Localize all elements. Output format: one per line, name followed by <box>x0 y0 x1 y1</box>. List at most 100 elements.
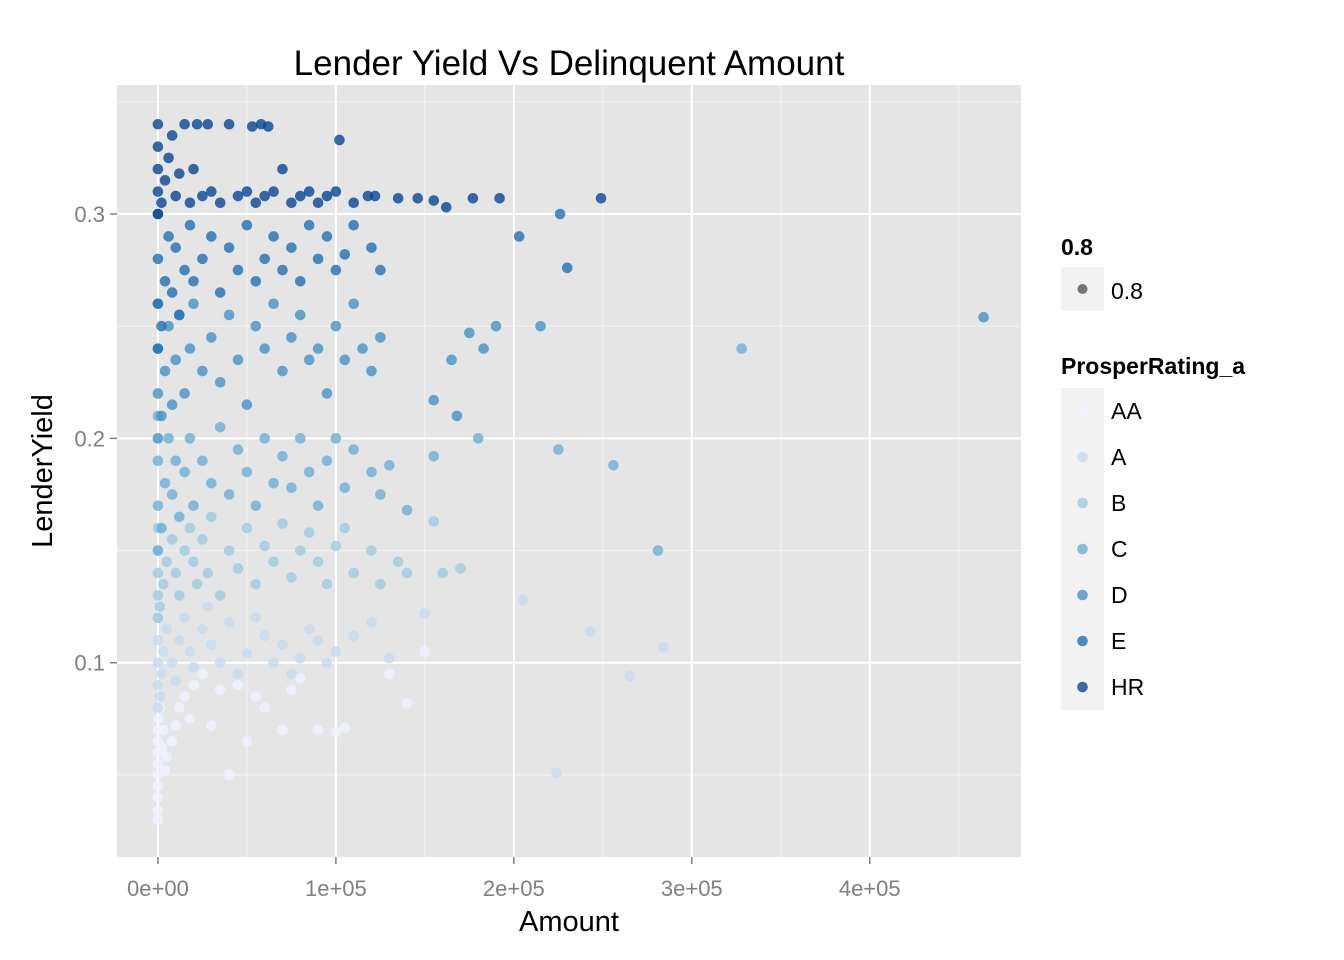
data-point-e <box>294 276 306 287</box>
data-point-aa <box>152 814 164 826</box>
color-legend-title: ProsperRating_a <box>1061 353 1245 379</box>
data-point-hr <box>152 141 164 152</box>
data-point-c <box>170 455 182 467</box>
data-point-e <box>286 242 297 253</box>
data-point-aa <box>184 713 196 725</box>
data-point-a <box>206 639 217 651</box>
legend-label: C <box>1111 536 1128 562</box>
legend-label: D <box>1111 582 1128 608</box>
data-point-aa <box>179 691 190 702</box>
data-point-b <box>191 578 203 590</box>
data-point-d <box>152 388 164 399</box>
data-point-e <box>170 242 182 253</box>
data-point-e <box>206 231 217 242</box>
y-axis-label: LenderYield <box>27 394 59 548</box>
data-point-b <box>202 567 214 579</box>
data-point-a <box>259 630 271 642</box>
data-point-e <box>513 231 525 242</box>
data-point-hr <box>494 192 505 204</box>
data-point-c <box>401 504 413 516</box>
data-point-d <box>159 365 171 377</box>
data-point-a <box>223 617 235 628</box>
data-point-hr <box>369 190 381 202</box>
data-point-c <box>321 455 333 467</box>
data-point-hr <box>159 175 171 186</box>
data-point-hr <box>303 186 315 197</box>
data-point-b <box>214 590 226 601</box>
data-point-e <box>156 320 167 332</box>
data-point-b <box>173 590 185 601</box>
data-point-a <box>188 661 199 673</box>
data-point-b <box>437 567 448 579</box>
data-point-d <box>268 298 279 310</box>
data-point-d <box>312 343 324 354</box>
data-point-b <box>330 540 342 552</box>
data-point-b <box>401 567 413 579</box>
data-point-aa <box>170 720 182 731</box>
data-point-hr <box>197 190 208 202</box>
data-point-hr <box>246 121 258 132</box>
data-point-c <box>277 451 288 462</box>
data-point-b <box>277 518 288 529</box>
data-point-hr <box>241 186 253 197</box>
data-point-c <box>159 477 171 489</box>
y-tick-label: 0.3 <box>74 202 105 227</box>
chart-title: Lender Yield Vs Delinquent Amount <box>294 44 845 83</box>
data-point-b <box>286 572 297 583</box>
data-point-aa <box>286 684 297 695</box>
alpha-legend-title: 0.8 <box>1061 234 1093 260</box>
legend-key-dot <box>1077 635 1088 647</box>
data-point-hr <box>262 121 274 132</box>
data-point-hr <box>268 186 279 197</box>
x-axis-label: Amount <box>519 906 619 938</box>
legend-key-dot <box>1077 543 1088 555</box>
data-point-b <box>206 511 217 523</box>
data-point-c <box>472 433 484 444</box>
data-point-aa <box>206 720 217 731</box>
data-point-c <box>152 500 164 511</box>
data-point-d <box>232 354 244 366</box>
data-point-hr <box>202 118 214 130</box>
data-point-e <box>312 253 324 265</box>
legend-label: HR <box>1111 674 1144 700</box>
data-point-hr <box>214 197 226 209</box>
data-point-c <box>232 444 244 455</box>
data-point-d <box>170 354 182 366</box>
data-point-d <box>277 365 288 377</box>
data-point-e <box>330 264 342 276</box>
data-point-hr <box>467 192 479 204</box>
data-point-d <box>286 332 297 343</box>
data-point-a <box>277 639 288 651</box>
data-point-e <box>184 219 196 231</box>
data-point-d <box>330 320 342 332</box>
legend-label: A <box>1111 444 1127 470</box>
data-point-e <box>241 219 253 231</box>
data-point-d <box>339 354 351 366</box>
data-point-d <box>446 354 457 366</box>
data-point-b <box>294 545 306 556</box>
data-point-hr <box>152 208 164 220</box>
data-point-hr <box>188 163 199 175</box>
data-point-a <box>517 594 529 606</box>
data-point-aa <box>214 684 226 695</box>
data-point-a <box>286 668 297 680</box>
data-point-b <box>366 545 377 556</box>
data-point-c <box>184 433 196 444</box>
data-point-a <box>312 634 324 646</box>
data-point-d <box>250 320 262 332</box>
data-point-aa <box>157 724 169 736</box>
data-point-a <box>268 657 279 669</box>
data-point-d <box>241 399 253 411</box>
data-point-hr <box>170 190 182 202</box>
data-point-c <box>294 433 306 444</box>
data-point-hr <box>250 197 262 209</box>
data-point-hr <box>334 134 345 146</box>
data-point-e <box>173 309 185 321</box>
data-points <box>152 118 989 826</box>
data-point-c <box>286 482 297 494</box>
data-point-e <box>303 219 315 231</box>
data-point-a <box>166 657 178 669</box>
data-point-d <box>978 311 989 323</box>
data-point-b <box>152 590 164 601</box>
data-point-d <box>303 354 315 366</box>
